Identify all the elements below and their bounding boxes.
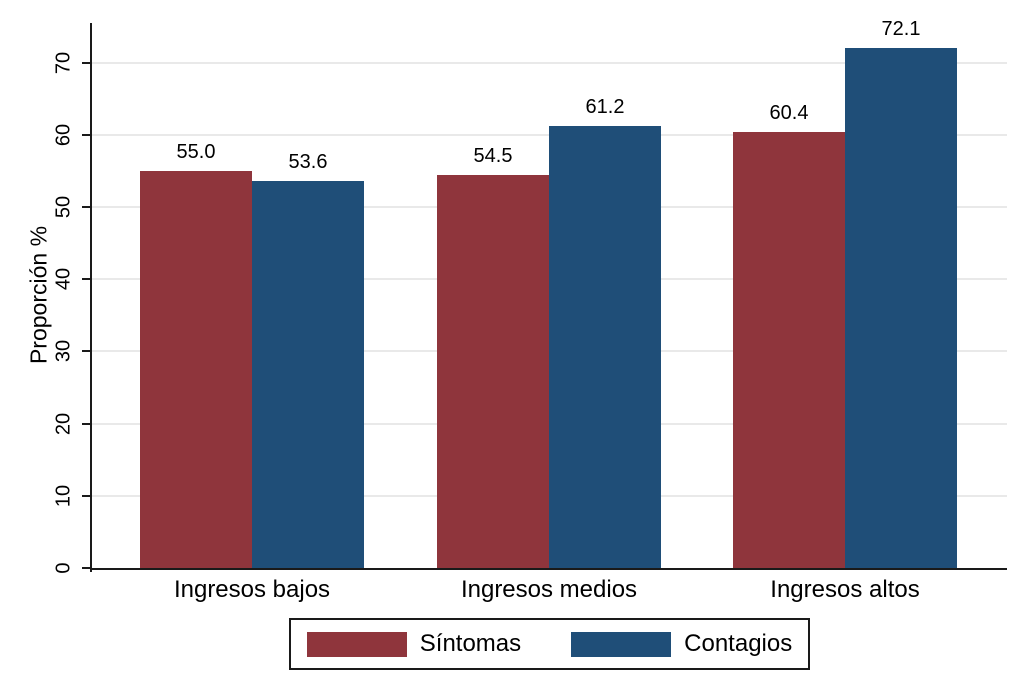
bar-contagios-ingresos-bajos (252, 181, 364, 568)
bar-value-label-contagios-ingresos-altos: 72.1 (881, 17, 921, 40)
bar-contagios-ingresos-altos (845, 47, 957, 568)
legend-swatch-contagios (571, 631, 672, 657)
bar-value-label-sintomas-ingresos-bajos: 55.0 (176, 140, 216, 163)
legend: Síntomas Contagios (92, 618, 1007, 670)
x-category-label-ingresos-medios: Ingresos medios (460, 576, 638, 603)
bar-value-label-contagios-ingresos-medios: 61.2 (585, 96, 625, 119)
gridline-y-70 (92, 61, 1007, 64)
y-tick-label-30: 30 (52, 340, 75, 363)
x-axis-line (90, 568, 1007, 570)
y-tick-10 (82, 494, 91, 497)
y-tick-40 (82, 278, 91, 281)
y-tick-label-20: 20 (52, 412, 75, 435)
y-tick-label-50: 50 (52, 195, 75, 219)
legend-item-sintomas: Síntomas (306, 630, 522, 658)
y-tick-label-60: 60 (52, 123, 75, 146)
bar-sintomas-ingresos-medios (437, 174, 549, 568)
y-tick-label-40: 40 (52, 268, 75, 291)
legend-label-contagios: Contagios (684, 630, 793, 657)
legend-box: Síntomas Contagios (288, 618, 811, 670)
y-axis-title: Proporción % (25, 225, 52, 365)
bar-value-label-sintomas-ingresos-altos: 60.4 (769, 102, 809, 124)
y-tick-label-0: 0 (52, 562, 75, 574)
y-tick-label-70: 70 (52, 51, 75, 74)
bar-sintomas-ingresos-altos (733, 132, 845, 568)
bar-value-label-sintomas-ingresos-medios: 54.5 (473, 144, 513, 167)
y-tick-0 (82, 567, 91, 569)
bar-contagios-ingresos-medios (549, 126, 661, 568)
legend-label-sintomas: Síntomas (419, 630, 522, 657)
bar-value-label-contagios-ingresos-bajos: 53.6 (288, 151, 328, 174)
legend-item-contagios: Contagios (571, 630, 792, 658)
legend-swatch-sintomas (306, 631, 407, 657)
y-tick-30 (82, 350, 91, 353)
bar-sintomas-ingresos-bajos (140, 170, 252, 568)
y-axis-line (90, 23, 92, 572)
x-category-label-ingresos-altos: Ingresos altos (770, 576, 920, 603)
x-category-label-ingresos-bajos: Ingresos bajos (173, 576, 331, 603)
y-tick-20 (82, 422, 91, 425)
y-tick-label-10: 10 (52, 484, 75, 507)
y-tick-70 (82, 61, 91, 64)
plot-area: Proporción % 0 10 20 30 40 50 60 70 55.0 53.6 Ingr… (26, 18, 1007, 603)
y-tick-60 (82, 133, 91, 136)
y-tick-50 (82, 206, 91, 209)
